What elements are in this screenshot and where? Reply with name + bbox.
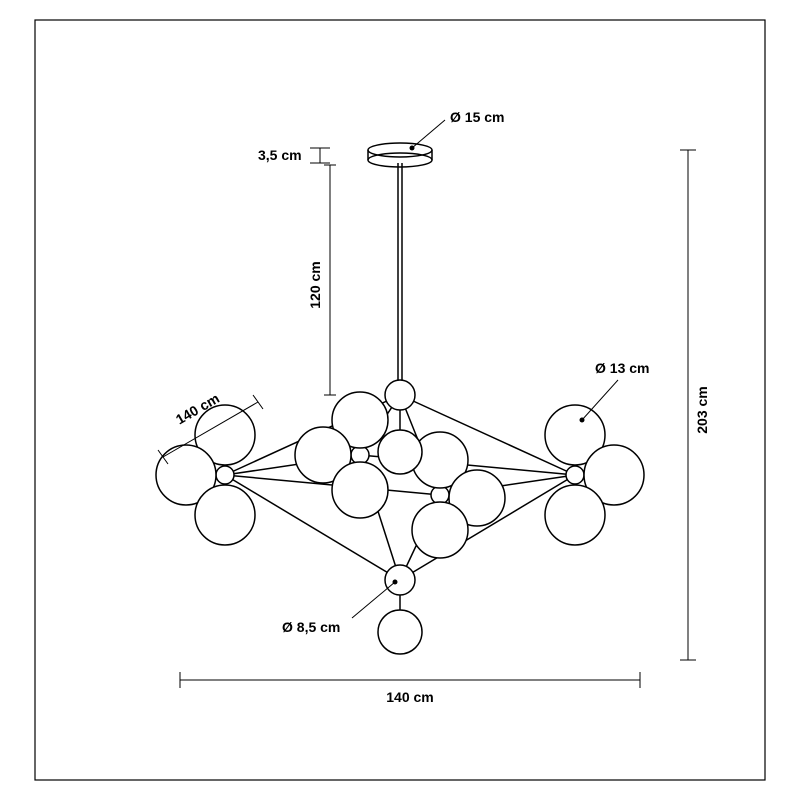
label-width: 140 cm bbox=[386, 689, 433, 705]
dim-canopy-h: 3,5 cm bbox=[258, 147, 330, 163]
label-total-h: 203 cm bbox=[694, 386, 710, 433]
canopy bbox=[368, 143, 432, 167]
dim-rod-h: 120 cm bbox=[307, 165, 336, 395]
label-rod-h: 120 cm bbox=[307, 261, 323, 308]
label-small-globe: Ø 8,5 cm bbox=[282, 619, 340, 635]
dim-total-h: 203 cm bbox=[680, 150, 710, 660]
dim-width: 140 cm bbox=[180, 672, 640, 705]
dim-canopy-dia: Ø 15 cm bbox=[410, 109, 505, 151]
label-canopy-dia: Ø 15 cm bbox=[450, 109, 504, 125]
globes bbox=[156, 380, 644, 654]
label-large-globe: Ø 13 cm bbox=[595, 360, 649, 376]
dimension-drawing: Ø 15 cm 3,5 cm 120 cm 140 cm Ø 13 cm Ø 8… bbox=[0, 0, 800, 800]
label-canopy-h: 3,5 cm bbox=[258, 147, 302, 163]
